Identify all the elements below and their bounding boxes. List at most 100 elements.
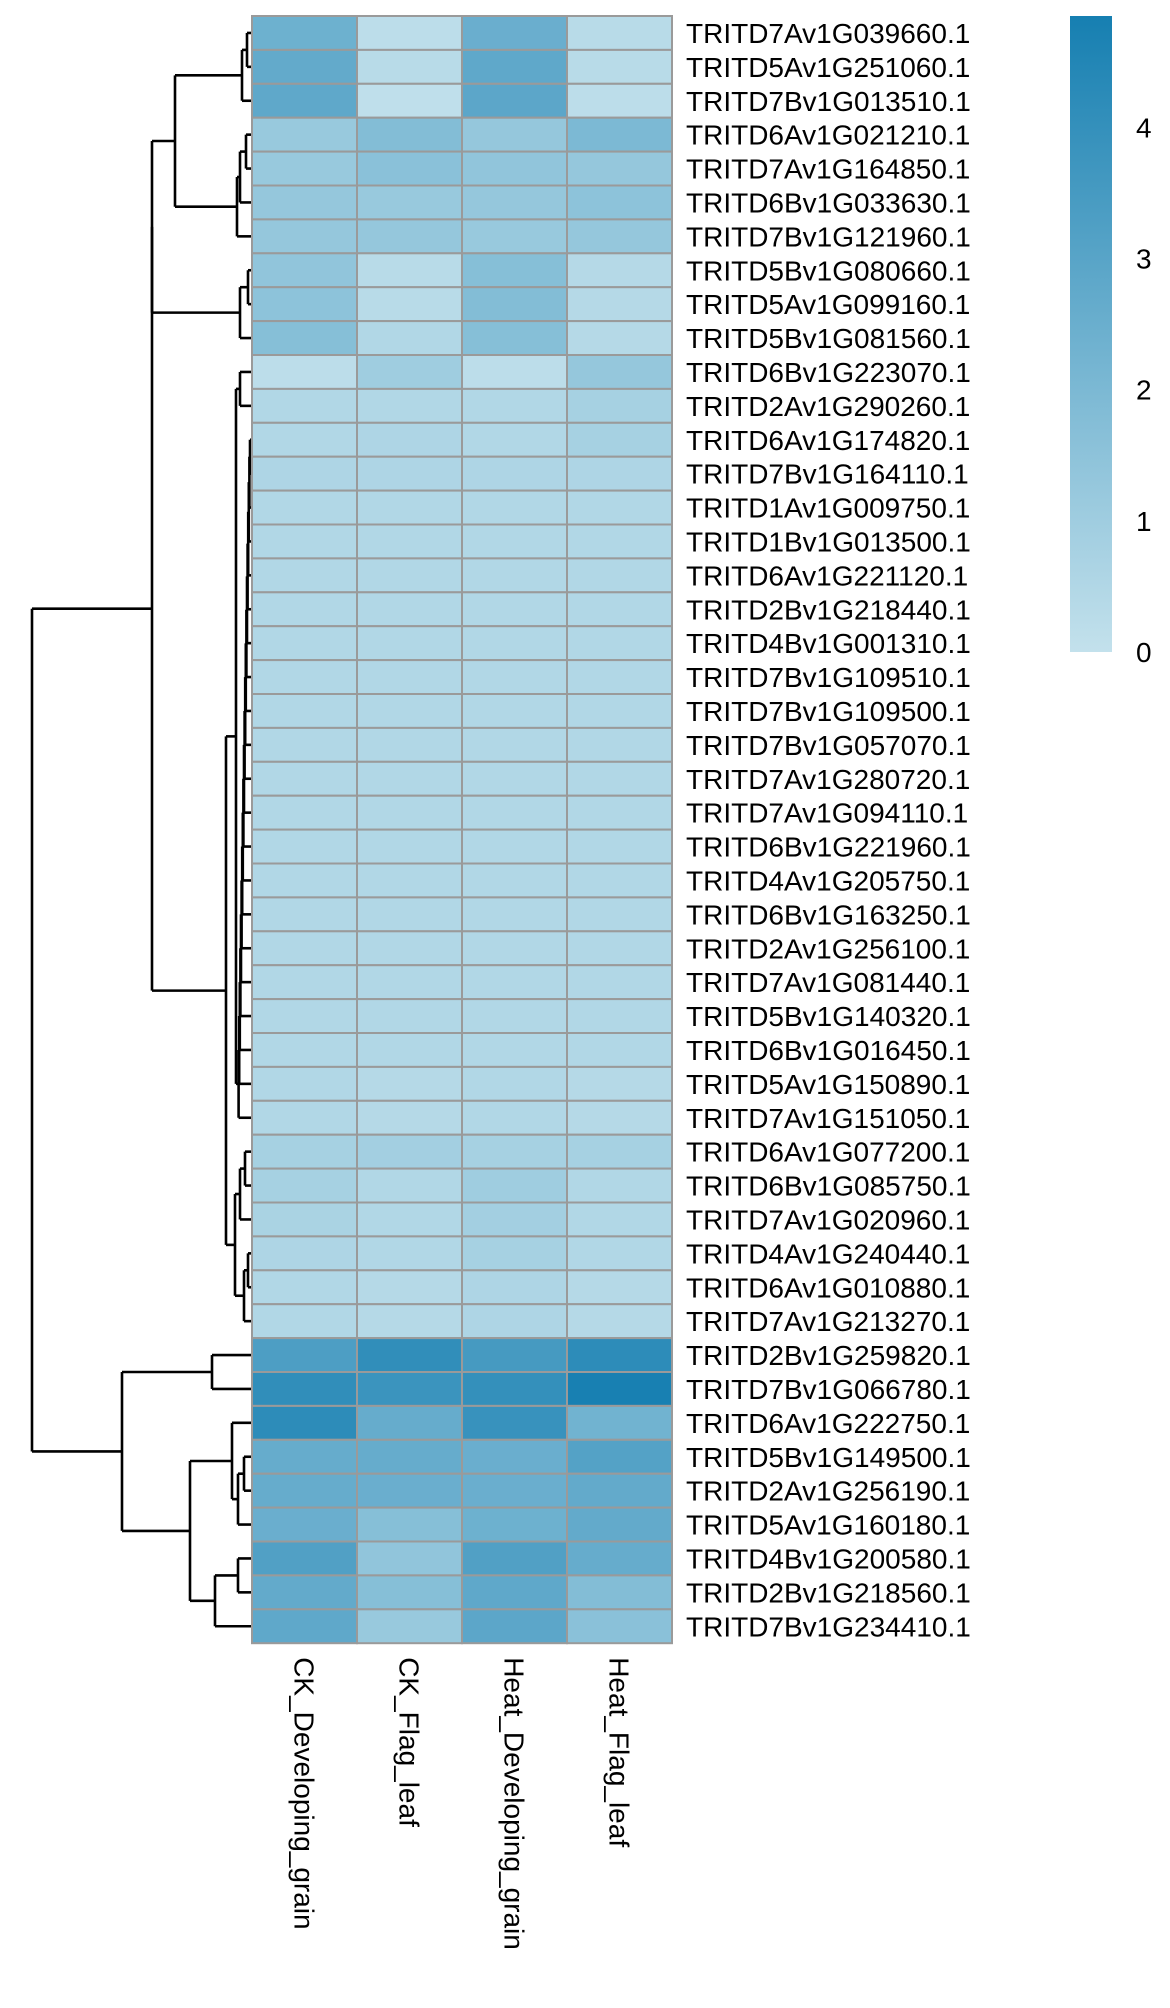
heatmap-cell (461, 1099, 568, 1136)
heatmap-cell (251, 421, 358, 458)
heatmap-cell (356, 625, 463, 662)
heatmap-cell (356, 82, 463, 119)
row-label: TRITD4Av1G205750.1 (686, 865, 970, 896)
heatmap-cell (566, 1167, 673, 1204)
row-labels: TRITD7Av1G039660.1TRITD5Av1G251060.1TRIT… (686, 18, 971, 1642)
heatmap-cell (356, 1235, 463, 1272)
heatmap-cell (251, 1065, 358, 1102)
heatmap-cell (251, 930, 358, 967)
row-label: TRITD7Av1G020960.1 (686, 1204, 970, 1235)
row-label: TRITD7Bv1G109500.1 (686, 696, 971, 727)
heatmap-cell (566, 1235, 673, 1272)
row-label: TRITD2Bv1G259820.1 (686, 1340, 971, 1371)
row-label: TRITD5Bv1G080660.1 (686, 255, 971, 286)
heatmap-cell (251, 82, 358, 119)
heatmap-cell (566, 659, 673, 695)
heatmap-cell (461, 1303, 568, 1340)
column-label: Heat_Flag_leaf (604, 1657, 635, 1847)
heatmap-cell (461, 252, 568, 289)
heatmap-cell (566, 455, 673, 492)
heatmap-cell (461, 896, 568, 933)
heatmap-cell (461, 625, 568, 662)
heatmap-cell (566, 1303, 673, 1340)
heatmap-cell (356, 896, 463, 933)
row-label: TRITD2Av1G256100.1 (686, 933, 970, 964)
heatmap-cell (566, 320, 673, 357)
row-label: TRITD6Bv1G223070.1 (686, 357, 971, 388)
heatmap-cell (566, 1574, 673, 1611)
heatmap-cell (251, 1438, 358, 1475)
heatmap-cell (461, 82, 568, 119)
heatmap-cell (461, 48, 568, 85)
row-label: TRITD7Bv1G057070.1 (686, 730, 971, 761)
heatmap-cell (356, 1201, 463, 1238)
heatmap-cell (356, 659, 463, 695)
row-label: TRITD1Bv1G013500.1 (686, 526, 971, 557)
heatmap-cell (566, 354, 673, 390)
heatmap-cell (566, 523, 673, 560)
heatmap-cell (251, 455, 358, 492)
heatmap-cell (461, 320, 568, 357)
row-label: TRITD6Av1G222750.1 (686, 1408, 970, 1439)
heatmap-cell (566, 693, 673, 729)
heatmap-cell (566, 116, 673, 153)
heatmap-cell (461, 998, 568, 1034)
heatmap-cell (566, 1404, 673, 1441)
heatmap-cell (461, 693, 568, 729)
heatmap-cell (356, 184, 463, 221)
row-label: TRITD7Bv1G164110.1 (686, 459, 969, 490)
heatmap-cell (566, 896, 673, 933)
heatmap-cell (566, 794, 673, 831)
heatmap-cell (461, 557, 568, 594)
heatmap-cell (251, 1540, 358, 1577)
heatmap-cell (566, 1099, 673, 1136)
row-label: TRITD7Av1G164850.1 (686, 154, 970, 185)
heatmap-cell (461, 116, 568, 153)
heatmap-cell (566, 625, 673, 662)
heatmap-cell (566, 1269, 673, 1306)
column-label: CK_Flag_leaf (394, 1657, 425, 1827)
heatmap-cell (461, 15, 568, 51)
heatmap-cell (566, 1032, 673, 1068)
heatmap-cell (566, 1133, 673, 1170)
heatmap-cell (566, 252, 673, 289)
heatmap-cell (251, 760, 358, 797)
heatmap-cell (356, 1065, 463, 1102)
heatmap-cells (251, 15, 673, 1645)
row-label: TRITD2Bv1G218440.1 (686, 594, 971, 625)
heatmap-cell (251, 15, 358, 51)
heatmap-cell (356, 421, 463, 458)
heatmap-cell (356, 726, 463, 763)
heatmap-cell (251, 252, 358, 289)
row-label: TRITD7Av1G039660.1 (686, 18, 970, 49)
heatmap-cell (566, 48, 673, 85)
legend-tick-label: 0 (1136, 637, 1152, 668)
heatmap-cell (251, 794, 358, 831)
heatmap-cell (251, 1337, 358, 1373)
heatmap-cell (356, 150, 463, 187)
heatmap-cell (566, 557, 673, 594)
column-label: Heat_Developing_grain (499, 1657, 530, 1950)
heatmap-cell (251, 286, 358, 323)
heatmap-cell (356, 693, 463, 729)
heatmap-cell (251, 1574, 358, 1611)
heatmap-cell (356, 1472, 463, 1509)
heatmap-cell (356, 930, 463, 967)
heatmap-cell (356, 387, 463, 424)
legend-tick-label: 1 (1136, 506, 1152, 537)
row-label: TRITD5Av1G160180.1 (686, 1510, 970, 1541)
row-label: TRITD5Bv1G149500.1 (686, 1442, 971, 1473)
heatmap-cell (461, 1201, 568, 1238)
heatmap-cell (566, 150, 673, 187)
heatmap-cell (356, 1540, 463, 1577)
heatmap-cell (251, 1201, 358, 1238)
legend-tick-label: 3 (1136, 244, 1152, 275)
heatmap-cell (251, 116, 358, 153)
heatmap-cell (461, 387, 568, 424)
heatmap-cell (356, 15, 463, 51)
heatmap-cell (461, 964, 568, 1001)
heatmap-cell (251, 726, 358, 763)
heatmap-cell (251, 150, 358, 187)
heatmap-cell (356, 1337, 463, 1373)
